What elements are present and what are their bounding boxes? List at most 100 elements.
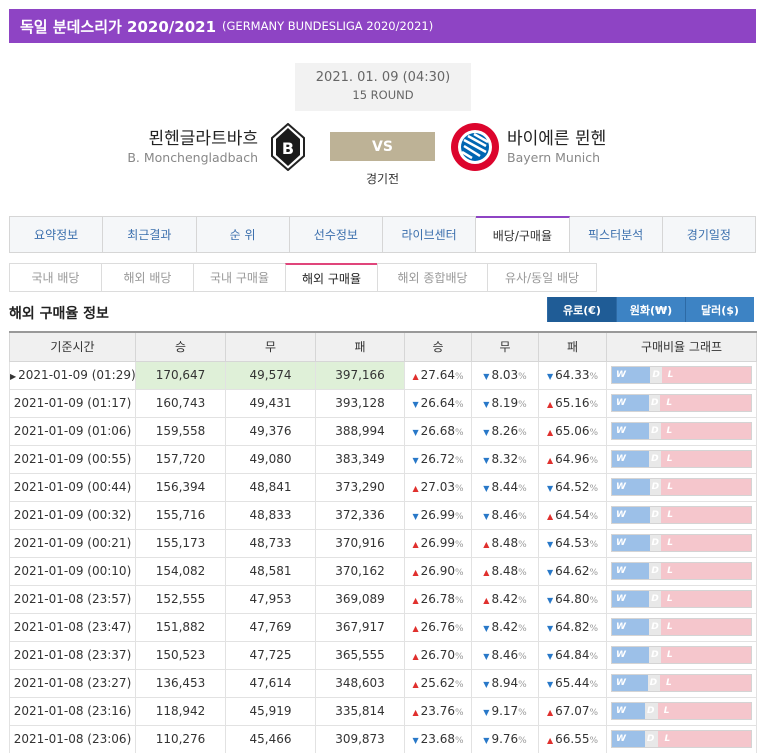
pct-value: 64.82 xyxy=(555,620,590,634)
cell-loss-pct: ▲ 65.06% xyxy=(538,416,607,446)
tab-live-center[interactable]: 라이브센터 xyxy=(383,217,477,252)
pct-unit: % xyxy=(454,428,464,438)
arrow-down-icon: ▼ xyxy=(483,708,490,717)
pct-value: 26.76 xyxy=(420,620,455,634)
cell-draw-amount: 45,919 xyxy=(225,696,316,726)
home-team-en: B. Monchengladbach xyxy=(127,150,258,165)
loss-segment: L xyxy=(658,731,751,747)
pct-value: 8.42 xyxy=(491,620,519,634)
arrow-down-icon: ▼ xyxy=(483,372,490,381)
arrow-down-icon: ▼ xyxy=(546,568,554,577)
time-value: 2021-01-09 (00:10) xyxy=(13,564,132,578)
cell-win-amount: 170,647 xyxy=(135,360,226,390)
arrow-up-icon: ▲ xyxy=(483,540,490,549)
pct-value: 9.76 xyxy=(491,732,519,746)
table-row: 2021-01-09 (00:32) 155,716 48,833 372,336 ▼ 2… xyxy=(9,500,757,530)
loss-segment: L xyxy=(661,367,751,383)
table-row: 2021-01-09 (01:17) 160,743 49,431 393,128 ▼ 2… xyxy=(9,388,757,418)
pct-value: 64.96 xyxy=(555,452,590,466)
cell-draw-amount: 49,080 xyxy=(225,444,316,474)
arrow-up-icon: ▲ xyxy=(546,428,554,437)
cell-win-amount: 110,276 xyxy=(135,724,226,753)
win-segment: W xyxy=(612,423,650,439)
pct-value: 23.68 xyxy=(420,732,455,746)
tab-standings[interactable]: 순 위 xyxy=(197,217,290,252)
cell-win-pct: ▼ 23.68% xyxy=(404,724,472,753)
pct-value: 8.26 xyxy=(491,424,519,438)
table-row: 2021-01-09 (00:55) 157,720 49,080 383,349 ▼ 2… xyxy=(9,444,757,474)
pct-unit: % xyxy=(518,708,527,718)
match-status: 경기전 xyxy=(365,172,400,186)
arrow-down-icon: ▼ xyxy=(483,512,490,521)
cell-draw-amount: 47,725 xyxy=(225,640,316,670)
arrow-down-icon: ▼ xyxy=(483,400,490,409)
cell-loss-amount: 370,916 xyxy=(315,528,405,558)
subtab-overseas-odds[interactable]: 해외 배당 xyxy=(101,263,193,292)
cell-win-amount: 150,523 xyxy=(135,640,226,670)
svg-text:B: B xyxy=(282,139,294,158)
pct-value: 27.03 xyxy=(420,480,455,494)
cell-loss-pct: ▼ 64.62% xyxy=(538,556,607,586)
col-graph: 구매비율 그래프 xyxy=(606,331,757,362)
cell-draw-amount: 49,431 xyxy=(225,388,316,418)
tab-pixter-analysis[interactable]: 픽스터분석 xyxy=(570,217,663,252)
away-team-name[interactable]: 바이에른 뮌헨 xyxy=(507,129,607,149)
currency-won-button[interactable]: 원화(₩) xyxy=(616,297,685,322)
cell-time: 2021-01-08 (23:06) xyxy=(9,724,136,753)
arrow-up-icon: ▲ xyxy=(546,512,554,521)
section-title: 해외 구매율 정보 xyxy=(9,306,109,322)
pct-unit: % xyxy=(589,680,599,690)
pct-value: 8.42 xyxy=(491,592,519,606)
pct-unit: % xyxy=(518,428,527,438)
col-draw-pct: 무 xyxy=(471,331,539,362)
cell-draw-pct: ▼ 8.03% xyxy=(471,360,539,390)
tab-summary[interactable]: 요약정보 xyxy=(10,217,104,252)
pct-unit: % xyxy=(454,624,464,634)
currency-dollar-button[interactable]: 달러($) xyxy=(685,297,754,322)
league-subtitle: (GERMANY BUNDESLIGA 2020/2021) xyxy=(222,19,434,33)
time-value: 2021-01-09 (00:44) xyxy=(13,480,132,494)
pct-value: 8.46 xyxy=(491,508,519,522)
tab-players[interactable]: 선수정보 xyxy=(290,217,383,252)
pct-value: 8.48 xyxy=(491,536,519,550)
cell-win-amount: 118,942 xyxy=(135,696,226,726)
subtab-overseas-combined[interactable]: 해외 종합배당 xyxy=(377,263,487,292)
cell-win-pct: ▼ 26.68% xyxy=(404,416,472,446)
pct-unit: % xyxy=(454,736,464,746)
pct-value: 64.53 xyxy=(555,536,590,550)
loss-segment: L xyxy=(660,591,751,607)
cell-time: 2021-01-09 (00:21) xyxy=(9,528,136,558)
subtab-domestic-odds[interactable]: 국내 배당 xyxy=(9,263,101,292)
cell-win-pct: ▲ 27.64% xyxy=(404,360,472,390)
subtab-overseas-purchase[interactable]: 해외 구매율 xyxy=(285,263,377,292)
tab-schedule[interactable]: 경기일정 xyxy=(686,228,731,242)
time-value: 2021-01-09 (01:06) xyxy=(13,424,132,438)
cell-win-pct: ▼ 26.99% xyxy=(404,500,472,530)
currency-euro-button[interactable]: 유로(€) xyxy=(547,297,616,322)
pct-unit: % xyxy=(518,652,527,662)
subtab-domestic-purchase[interactable]: 국내 구매율 xyxy=(193,263,285,292)
win-segment: W xyxy=(612,675,648,691)
cell-time: 2021-01-09 (00:55) xyxy=(9,444,136,474)
pct-unit: % xyxy=(589,736,599,746)
home-team-name[interactable]: 묀헨글라트바흐 xyxy=(148,129,258,149)
pct-value: 65.06 xyxy=(555,424,590,438)
win-segment: W xyxy=(612,395,650,411)
arrow-down-icon: ▼ xyxy=(483,680,490,689)
tab-recent-results[interactable]: 최근결과 xyxy=(103,217,197,252)
pct-value: 8.46 xyxy=(491,648,519,662)
cell-win-pct: ▲ 25.62% xyxy=(404,668,472,698)
tab-odds-purchase[interactable]: 배당/구매율 xyxy=(476,216,570,252)
pct-unit: % xyxy=(454,708,464,718)
vs-badge: VS xyxy=(330,132,435,161)
pct-unit: % xyxy=(454,568,464,578)
cell-draw-pct: ▼ 9.76% xyxy=(471,724,539,753)
subtab-similar-odds[interactable]: 유사/동일 배당 xyxy=(487,263,597,292)
